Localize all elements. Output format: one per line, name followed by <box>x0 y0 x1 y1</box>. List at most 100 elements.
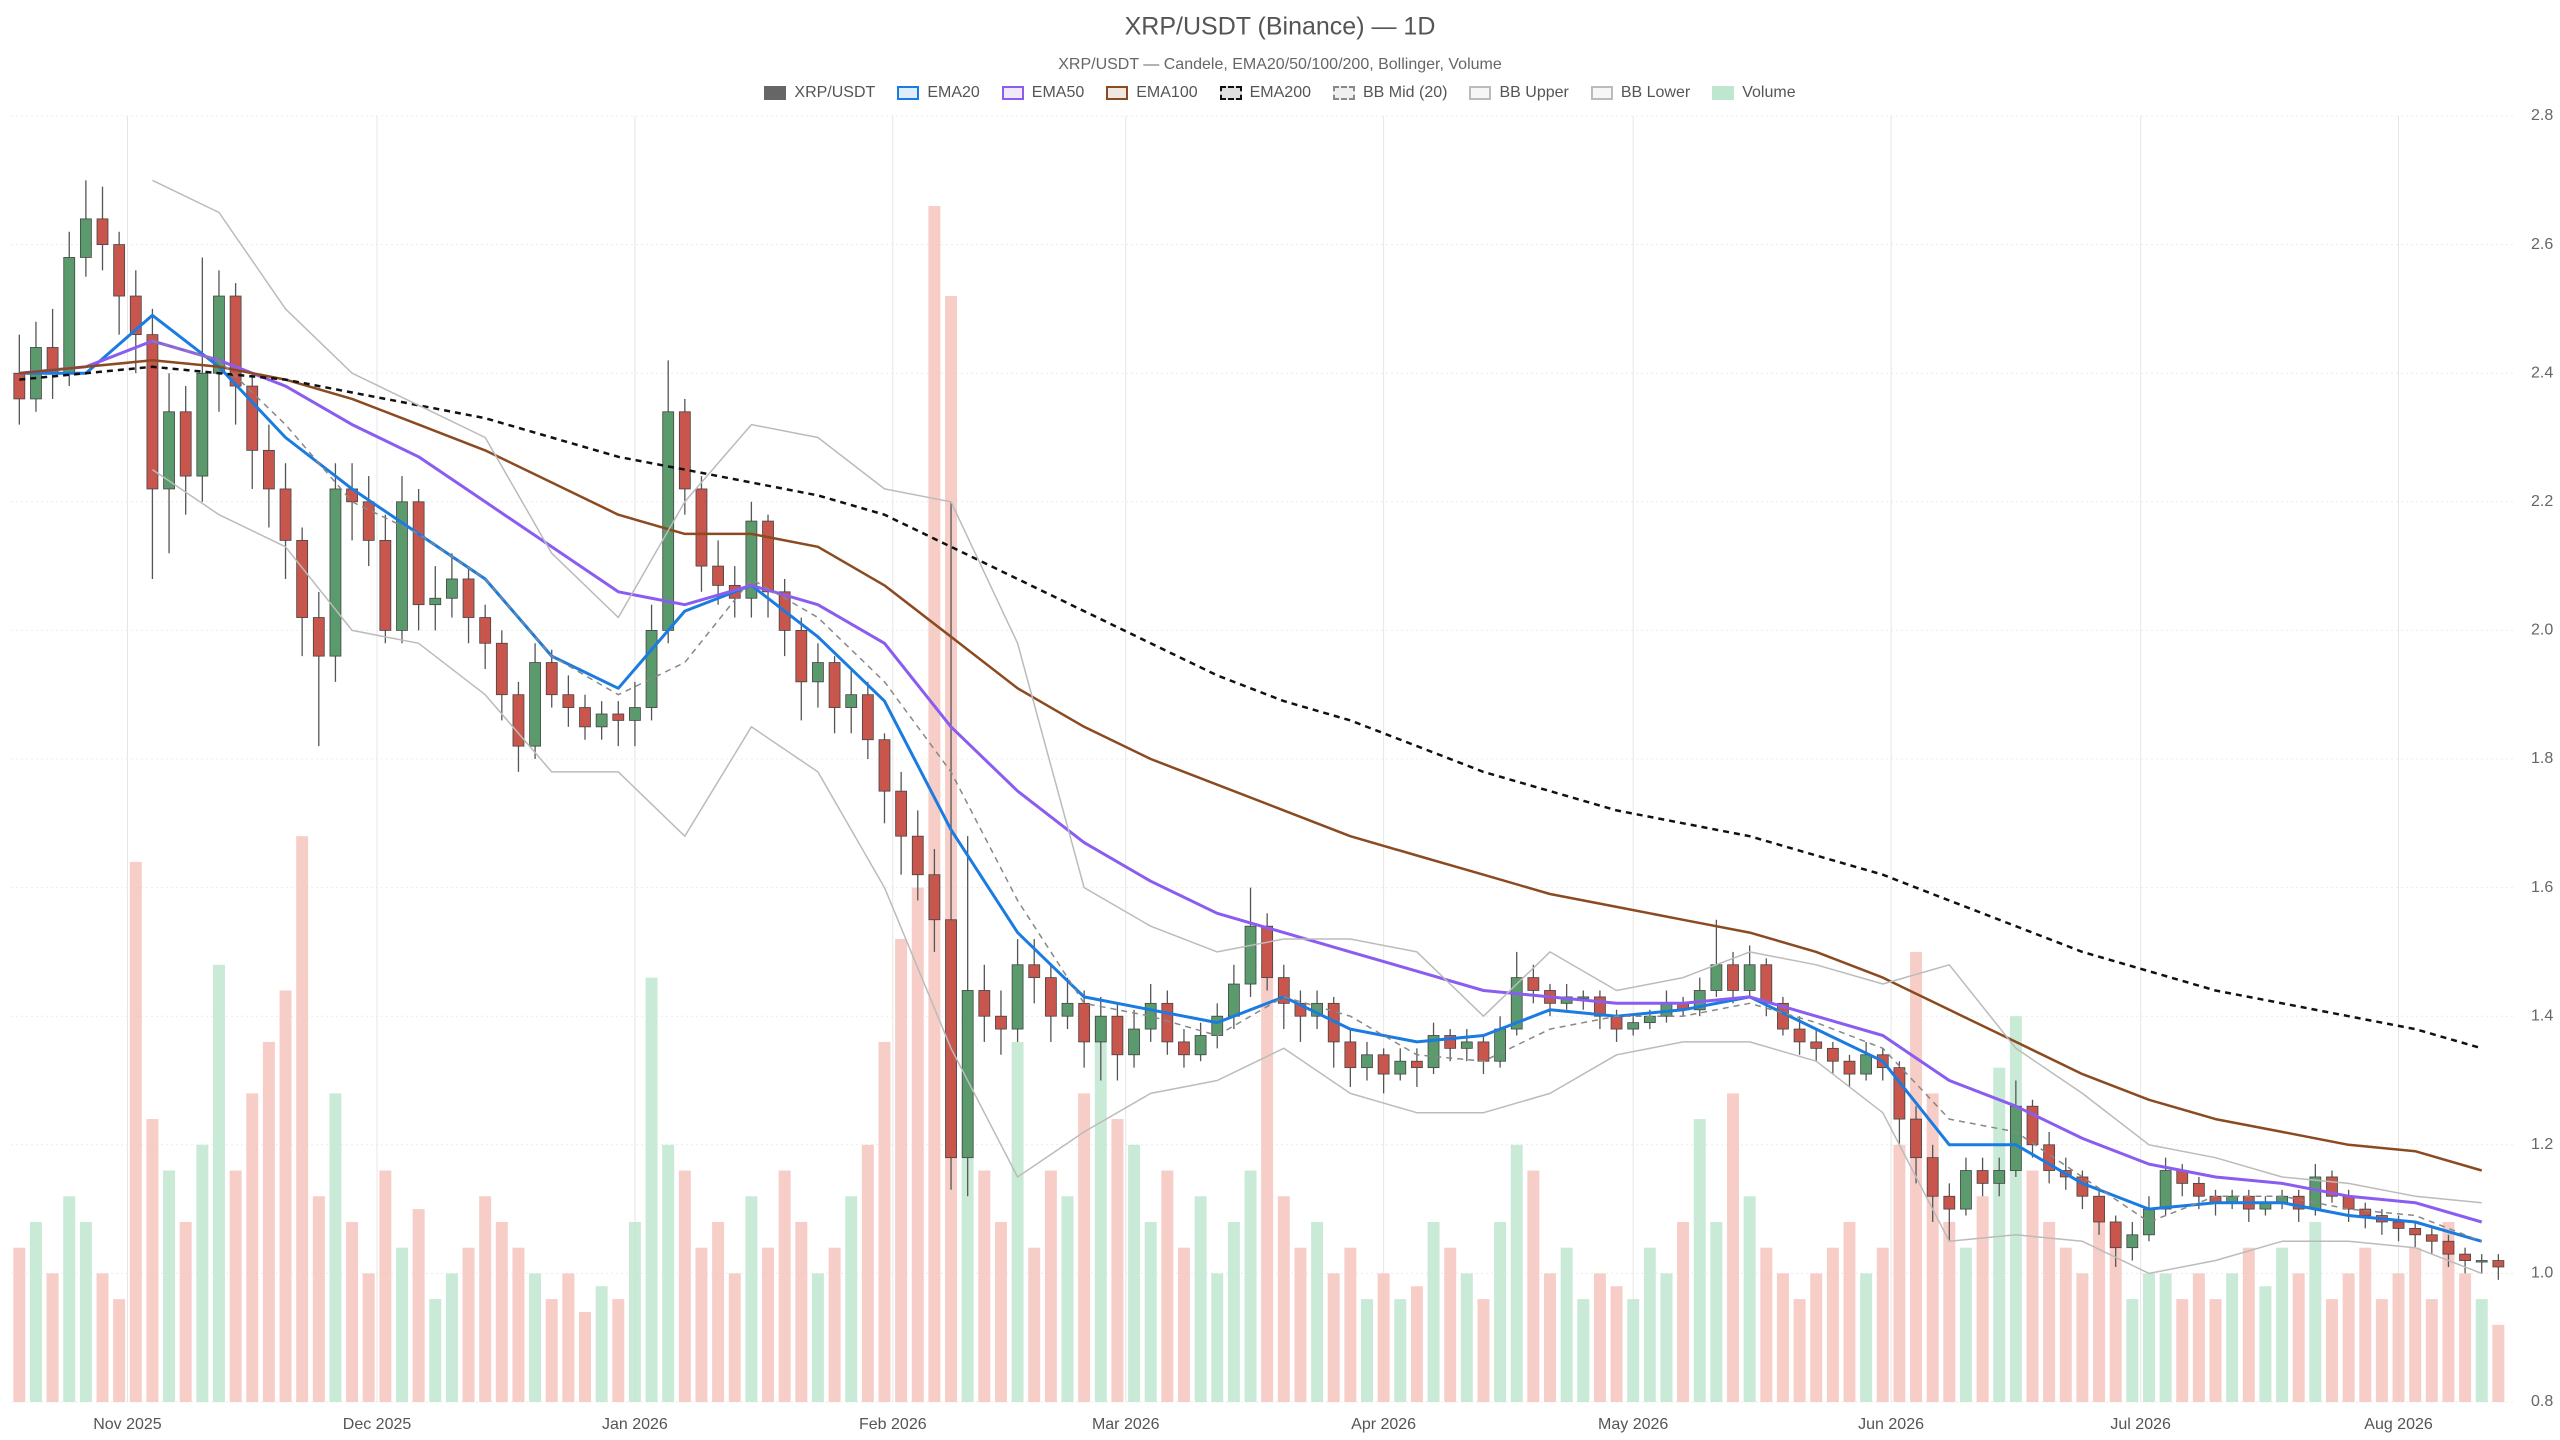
x-tick-label: Jun 2026 <box>1858 1416 1924 1433</box>
candle-body <box>1627 1022 1640 1030</box>
volume-bar <box>96 1273 109 1402</box>
candle-body <box>1960 1170 1972 1210</box>
candle-body <box>861 694 874 741</box>
candle-body <box>2342 1195 2355 1210</box>
candle-body <box>1144 1002 1157 1030</box>
legend-item[interactable]: Volume <box>1712 84 1796 102</box>
volume-bar <box>279 990 292 1402</box>
legend-item[interactable]: EMA100 <box>1106 84 1198 102</box>
candle-body <box>1277 977 1290 1004</box>
candle-body <box>1044 977 1057 1017</box>
volume-bar <box>2325 1299 2338 1402</box>
candle-body <box>1061 1002 1074 1017</box>
volume-bar <box>229 1170 242 1402</box>
candle-body <box>262 449 275 490</box>
y-tick-label: 0.8 <box>2531 1393 2553 1410</box>
volume-bar <box>1810 1273 1823 1402</box>
volume-bar <box>1510 1144 1523 1402</box>
legend-item[interactable]: BB Lower <box>1590 84 1690 102</box>
volume-bar <box>163 1170 176 1402</box>
chart-title: XRP/USDT (Binance) — 1D <box>1125 13 1436 41</box>
volume-bar <box>1111 1119 1124 1402</box>
candle-body <box>961 990 974 1159</box>
volume-bar <box>978 1170 991 1402</box>
volume-bar <box>2026 1170 2039 1402</box>
legend-label: XRP/USDT <box>794 84 876 101</box>
x-tick-label: Dec 2025 <box>343 1416 412 1433</box>
volume-bar <box>1993 1067 2006 1402</box>
y-tick-label: 1.6 <box>2531 879 2553 896</box>
volume-bar <box>2043 1221 2056 1402</box>
volume-bar <box>429 1299 442 1402</box>
candle-body <box>2309 1176 2322 1210</box>
volume-bar <box>1677 1221 1690 1402</box>
volume-bar <box>745 1196 758 1402</box>
volume-bar <box>1527 1170 1540 1402</box>
volume-bar <box>2459 1273 2472 1402</box>
volume-bar <box>1327 1273 1340 1402</box>
volume-bar <box>728 1273 741 1402</box>
volume-bar <box>1128 1144 1141 1402</box>
volume-bar <box>579 1311 591 1402</box>
x-tick-label: Aug 2026 <box>2364 1416 2433 1433</box>
volume-bar <box>928 206 941 1402</box>
volume-bar <box>2192 1273 2205 1402</box>
volume-bar <box>1760 1247 1773 1402</box>
volume-bar <box>878 1041 891 1402</box>
volume-bar <box>545 1299 558 1402</box>
legend-swatch <box>897 86 920 100</box>
candle-body <box>1643 1015 1656 1024</box>
volume-bar <box>645 977 658 1402</box>
volume-bar <box>1427 1221 1440 1402</box>
volume-bar <box>2059 1247 2072 1402</box>
volume-bar <box>129 861 142 1402</box>
volume-bar <box>1028 1247 1041 1402</box>
volume-bar <box>1144 1221 1157 1402</box>
indicator-line <box>19 313 2483 1243</box>
volume-bar <box>562 1273 575 1402</box>
candle-body <box>1161 1002 1174 1043</box>
volume-bar <box>2375 1299 2388 1402</box>
candle-body <box>113 244 126 297</box>
candle-body <box>1261 925 1274 979</box>
volume-bar <box>595 1286 608 1402</box>
candle-body <box>2009 1105 2022 1171</box>
candle-body <box>1743 964 1756 991</box>
candle-body <box>296 539 309 618</box>
volume-bar <box>1959 1247 1972 1402</box>
volume-bar <box>2276 1247 2289 1402</box>
volume-bar <box>113 1299 126 1402</box>
legend-item[interactable]: EMA20 <box>897 84 980 102</box>
volume-bar <box>2409 1247 2422 1402</box>
candle-body <box>712 565 725 586</box>
volume-bar <box>495 1221 508 1402</box>
candle-body <box>13 372 26 400</box>
candle-body <box>878 739 891 792</box>
legend-swatch <box>1590 86 1613 100</box>
volume-bar <box>1477 1299 1490 1402</box>
candle-body <box>379 539 392 631</box>
y-tick-label: 2.6 <box>2531 236 2553 253</box>
candle-body <box>1976 1170 1989 1184</box>
legend-swatch <box>764 86 787 100</box>
candle-body <box>512 694 525 747</box>
candle-body <box>279 488 292 541</box>
candle-body <box>246 385 259 451</box>
legend-item[interactable]: XRP/USDT <box>764 84 875 102</box>
volume-bar <box>1577 1299 1590 1402</box>
candle-body <box>579 707 591 728</box>
legend-item[interactable]: EMA200 <box>1219 84 1311 102</box>
candle-body <box>2442 1240 2455 1255</box>
candle-body <box>429 597 442 606</box>
legend-item[interactable]: BB Upper <box>1469 84 1569 102</box>
volume-bar <box>29 1221 42 1402</box>
candle-body <box>1494 1028 1506 1062</box>
legend-item[interactable]: BB Mid (20) <box>1333 84 1447 102</box>
candle-body <box>2475 1260 2488 1263</box>
volume-bar <box>396 1247 408 1402</box>
legend-item[interactable]: EMA50 <box>1001 84 1084 102</box>
volume-bar <box>196 1144 209 1402</box>
candle-body <box>1594 996 1606 1017</box>
candle-body <box>2359 1208 2372 1216</box>
